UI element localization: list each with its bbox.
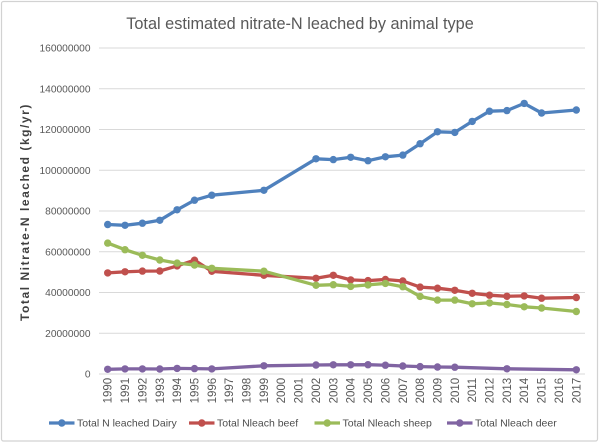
svg-text:2010: 2010: [450, 378, 462, 404]
svg-text:1994: 1994: [172, 377, 184, 403]
svg-text:2000: 2000: [276, 378, 288, 404]
svg-text:Total Nleach deer: Total Nleach deer: [475, 418, 557, 430]
svg-text:2005: 2005: [363, 378, 375, 404]
svg-text:60000000: 60000000: [45, 247, 91, 258]
svg-text:1991: 1991: [120, 378, 132, 404]
svg-text:Total Nitrate-N leached (kg/yr: Total Nitrate-N leached (kg/yr): [18, 103, 32, 321]
svg-text:2013: 2013: [502, 378, 514, 404]
svg-text:2001: 2001: [294, 378, 306, 404]
svg-text:2002: 2002: [311, 378, 323, 404]
svg-text:1993: 1993: [155, 378, 167, 404]
svg-text:2009: 2009: [433, 378, 445, 404]
svg-text:1999: 1999: [259, 378, 271, 404]
svg-text:2008: 2008: [415, 378, 427, 404]
svg-text:1992: 1992: [137, 378, 149, 404]
svg-text:1997: 1997: [224, 378, 236, 404]
svg-text:Total estimated nitrate-N leac: Total estimated nitrate-N leached by ani…: [126, 15, 474, 33]
svg-text:2007: 2007: [398, 378, 410, 404]
svg-text:2017: 2017: [571, 378, 583, 404]
svg-text:80000000: 80000000: [45, 207, 91, 218]
svg-text:2014: 2014: [519, 377, 531, 403]
svg-text:0: 0: [85, 370, 91, 381]
svg-text:20000000: 20000000: [45, 329, 91, 340]
svg-text:2004: 2004: [346, 377, 358, 403]
svg-text:1998: 1998: [242, 378, 254, 404]
svg-text:2015: 2015: [537, 378, 549, 404]
svg-text:140000000: 140000000: [40, 84, 91, 95]
svg-text:100000000: 100000000: [40, 166, 91, 177]
svg-text:1996: 1996: [207, 378, 219, 404]
svg-text:Total Nleach beef: Total Nleach beef: [217, 418, 298, 430]
svg-text:2003: 2003: [328, 378, 340, 404]
svg-text:2016: 2016: [554, 378, 566, 404]
svg-text:2011: 2011: [467, 378, 479, 403]
svg-text:Total N leached Dairy: Total N leached Dairy: [77, 418, 178, 430]
svg-text:120000000: 120000000: [40, 125, 91, 136]
svg-text:40000000: 40000000: [45, 288, 91, 299]
svg-text:1990: 1990: [103, 378, 115, 404]
svg-text:1995: 1995: [190, 378, 202, 404]
svg-text:160000000: 160000000: [40, 44, 91, 55]
svg-text:2012: 2012: [485, 378, 497, 404]
svg-text:2006: 2006: [380, 378, 392, 404]
svg-text:Total Nleach sheep: Total Nleach sheep: [343, 418, 432, 430]
